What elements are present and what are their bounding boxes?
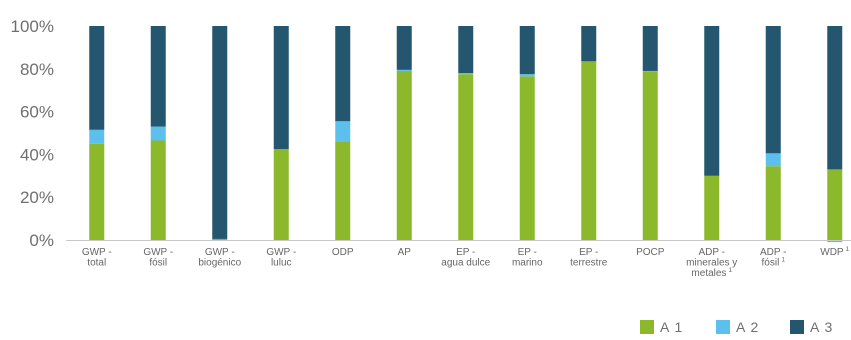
- legend-label: A 1: [660, 319, 683, 335]
- bar-segment: [335, 141, 351, 240]
- bar-segment: [765, 166, 781, 240]
- bar-segment: [827, 169, 843, 240]
- y-tick-label: 100%: [11, 17, 54, 36]
- bar-segment: [765, 153, 781, 167]
- y-tick-label: 80%: [20, 60, 54, 79]
- bar-segment: [273, 26, 289, 150]
- bars: [89, 26, 843, 243]
- x-tick-label: EP -agua dulce: [441, 247, 490, 269]
- x-tick-label: GWP -total: [82, 247, 112, 269]
- y-tick-label: 0%: [29, 231, 54, 250]
- y-tick-label: 20%: [20, 188, 54, 207]
- bar-segment: [642, 72, 658, 240]
- y-tick-label: 60%: [20, 103, 54, 122]
- bar-segment: [458, 26, 474, 74]
- x-tick-label: GWP -luluc: [266, 247, 296, 269]
- x-tick-label: EP -terrestre: [570, 247, 608, 269]
- bar-segment: [765, 26, 781, 154]
- bar-segment: [335, 26, 351, 122]
- bar-segment: [581, 61, 597, 241]
- x-tick-label: ADP -fósil 1: [760, 247, 787, 269]
- bar-segment: [150, 126, 166, 141]
- bar-segment: [642, 70, 658, 73]
- bar-segment: [212, 238, 228, 240]
- bar-segment: [89, 129, 105, 144]
- bar-segment: [827, 26, 843, 170]
- bar-segment: [519, 74, 535, 77]
- bar-segment: [150, 140, 166, 240]
- legend-label: A 2: [736, 319, 759, 335]
- y-tick-label: 40%: [20, 145, 54, 164]
- bar-segment: [704, 175, 720, 240]
- bar-segment: [458, 73, 474, 75]
- bar-segment: [150, 26, 166, 127]
- x-tick-label: GWP -fósil: [143, 247, 173, 269]
- bar-segment: [704, 26, 720, 176]
- bar-segment: [827, 240, 843, 243]
- bar-segment: [335, 121, 351, 142]
- bar-segment: [396, 26, 412, 70]
- x-tick-label: ADP -minerales y metales 1: [686, 247, 737, 279]
- x-tick-label: GWP -biogénico: [198, 247, 241, 269]
- x-tick-label: EP -marino: [512, 247, 543, 269]
- bar-segment: [581, 26, 597, 62]
- x-tick-label: POCP: [636, 247, 665, 258]
- bar-segment: [396, 70, 412, 240]
- legend-label: A 3: [810, 319, 833, 335]
- bar-segment: [642, 26, 658, 71]
- x-axis: GWP -total GWP -fósil GWP -biogénico GWP -l…: [82, 246, 850, 279]
- bar-segment: [212, 26, 228, 239]
- y-axis: 0% 20% 40% 60% 80% 100%: [11, 17, 54, 250]
- bar-segment: [89, 26, 105, 130]
- legend-swatch: [716, 320, 730, 334]
- bar-segment: [519, 26, 535, 75]
- x-tick-label: AP: [398, 247, 412, 258]
- legend: A 1 A 2 A 3: [640, 319, 833, 335]
- x-tick-label: ODP: [332, 247, 354, 258]
- bar-segment: [519, 76, 535, 240]
- bar-segment: [458, 74, 474, 241]
- legend-swatch: [790, 320, 804, 334]
- bar-segment: [396, 69, 412, 71]
- bar-segment: [273, 149, 289, 240]
- x-tick-label: WDP 1: [820, 246, 849, 258]
- legend-swatch: [640, 320, 654, 334]
- bar-segment: [89, 143, 105, 240]
